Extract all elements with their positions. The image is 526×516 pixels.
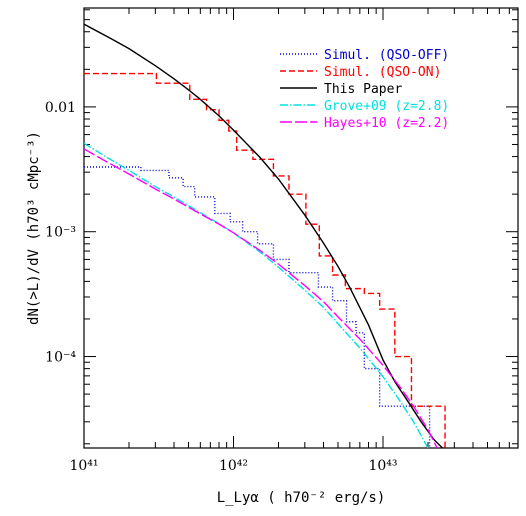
x-tick-label: 10⁴³ [368, 458, 397, 474]
legend-label-4: Hayes+10 (z=2.2) [324, 116, 449, 131]
legend-label-3: Grove+09 (z=2.8) [324, 99, 449, 114]
y-tick-label: 0.01 [45, 100, 76, 116]
y-tick-label: 10⁻³ [45, 225, 76, 241]
series-line-0 [84, 166, 431, 448]
series-line-2 [84, 23, 443, 448]
series-layer [84, 23, 446, 448]
plot-frame [83, 7, 519, 449]
y-axis-label: dN(>L)/dV (h70³ cMpc⁻³) [26, 131, 42, 325]
legend: Simul. (QSO-OFF) Simul. (QSO-ON) This Pape… [280, 48, 449, 131]
legend-label-0: Simul. (QSO-OFF) [324, 48, 449, 63]
series-line-3 [84, 142, 429, 448]
x-axis-label: L_Lyα ( h70⁻² erg/s) [217, 490, 386, 506]
series-line-4 [84, 148, 438, 448]
x-tick-label: 10⁴² [219, 458, 248, 474]
x-tick-label: 10⁴¹ [69, 458, 98, 474]
axis-ticks: 10⁴¹ 10⁴² 10⁴³ 0.01 10⁻³ 10⁻⁴ [45, 8, 519, 474]
legend-label-1: Simul. (QSO-ON) [324, 65, 441, 80]
y-tick-label: 10⁻⁴ [45, 350, 76, 366]
legend-label-2: This Paper [324, 82, 402, 97]
